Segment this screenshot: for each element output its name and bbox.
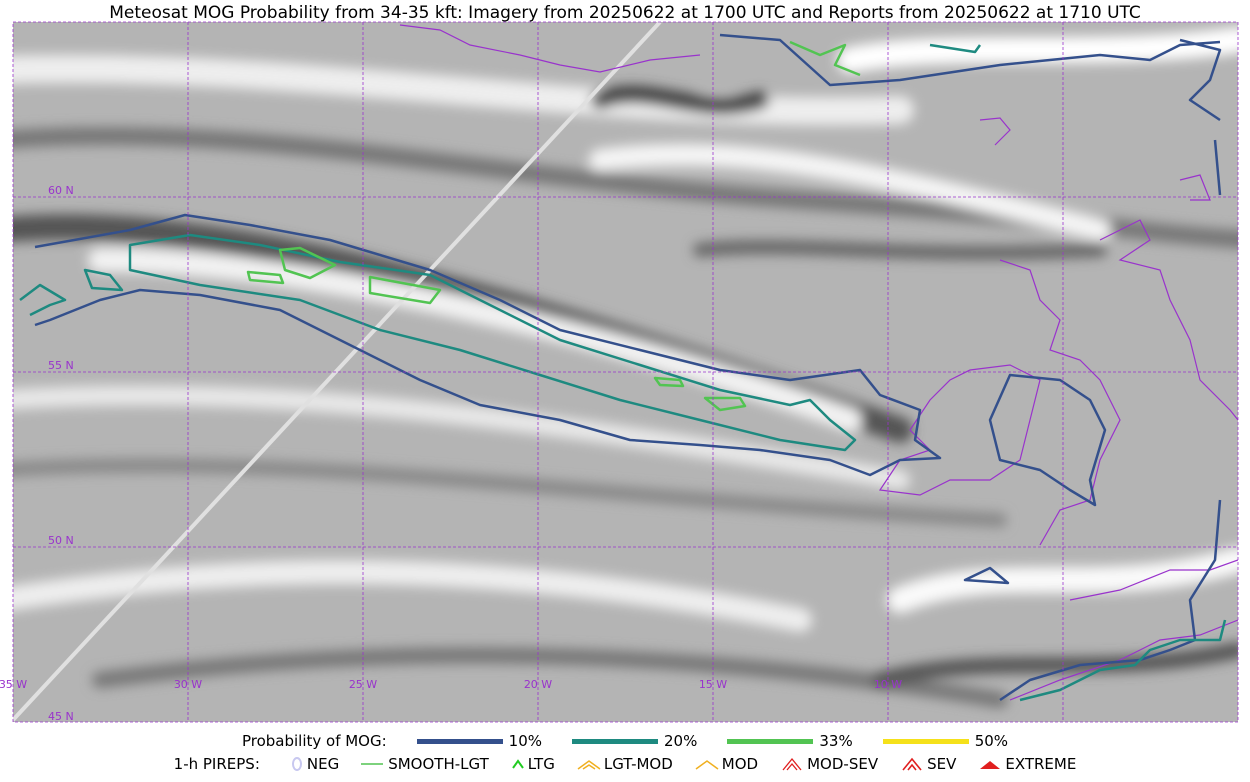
legend-item: MOD-SEV [780,755,878,773]
legend-text: 50% [974,732,1009,750]
legend-label: 1-h PIREPS: [173,755,260,773]
legend-text: EXTREME [1005,755,1077,773]
legend-item: 10% [416,732,543,750]
legend-text: LGT-MOD [603,755,673,773]
legend-text: MOD [721,755,759,773]
lon-label: 35 W [0,678,27,691]
legend-item: NEG [290,755,339,773]
map: 60 N 55 N 50 N 45 N 35 W 30 W 25 W 20 W 15 W 10 W [0,21,1239,723]
legend-item: LTG [511,755,555,773]
legend-item: MOD [695,755,758,773]
lat-label: 60 N [48,184,74,197]
lon-label: 25 W [349,678,377,691]
grid-labels: 60 N 55 N 50 N 45 N 35 W 30 W 25 W 20 W 15 W 10 W [0,184,902,723]
lat-label: 55 N [48,359,74,372]
map-title: Meteosat MOG Probability from 34-35 kft:… [109,3,1141,23]
pireps-legend: 1-h PIREPS: NEG SMOOTH-LGT LTG LGT-MOD M… [0,755,1250,773]
legend-text: NEG [306,755,340,773]
legend-item: 20% [572,732,697,750]
legend-text: LTG [527,755,555,773]
lon-label: 15 W [699,678,727,691]
legend-label: Probability of MOG: [241,732,387,750]
legend-item: 50% [882,732,1009,750]
legend-item: EXTREME [978,755,1076,773]
lat-label: 45 N [48,710,74,723]
legend-text: 20% [664,732,698,750]
legend-item: 33% [727,732,853,750]
legend-text: MOD-SEV [807,755,879,773]
lat-label: 50 N [48,534,74,547]
lon-label: 30 W [174,678,202,691]
lon-label: 10 W [874,678,902,691]
probability-legend: Probability of MOG: 10% 20% 33% 50% [0,732,1250,750]
legend-item: SMOOTH-LGT [361,755,489,773]
legend-item: SEV [900,755,956,773]
legend-text: 33% [819,732,853,750]
lon-label: 20 W [524,678,552,691]
graticule [13,22,1238,722]
legend-text: SMOOTH-LGT [388,755,489,773]
imagery [13,22,1238,722]
legend-text: 10% [508,732,543,750]
legend-text: SEV [927,755,957,773]
legend-item: LGT-MOD [577,755,673,773]
